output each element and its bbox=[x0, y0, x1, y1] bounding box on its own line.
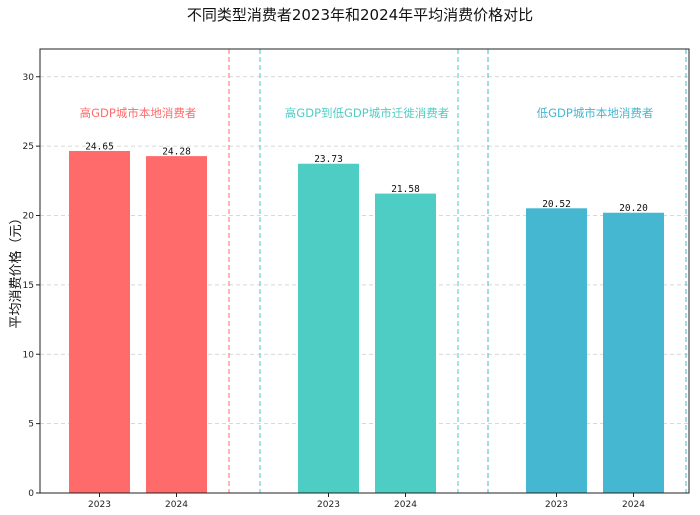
y-tick-label: 20 bbox=[23, 212, 35, 222]
x-tick-label: 2024 bbox=[622, 500, 645, 510]
bar-1-2023 bbox=[69, 150, 130, 493]
bar-value-label: 21.58 bbox=[391, 184, 420, 195]
x-tick-label: 2024 bbox=[394, 500, 417, 510]
bar-2-2023 bbox=[298, 163, 359, 493]
bar-value-label: 20.52 bbox=[542, 199, 571, 210]
y-axis-label: 平均消费价格（元） bbox=[8, 211, 24, 328]
bar-value-label: 23.73 bbox=[314, 154, 343, 165]
chart-title: 不同类型消费者2023年和2024年平均消费价格对比 bbox=[187, 6, 533, 24]
bar-1-2024 bbox=[146, 156, 207, 494]
group-separators bbox=[228, 49, 687, 493]
bar-value-label: 24.28 bbox=[162, 147, 191, 158]
group-label-1: 高GDP城市本地消费者 bbox=[80, 106, 197, 120]
ticks: 0 5 10 15 20 25 30 2023 2024 2023 2024 2023 2024 bbox=[23, 73, 646, 510]
grid bbox=[40, 76, 689, 425]
x-tick-label: 2023 bbox=[88, 500, 111, 510]
y-tick-label: 5 bbox=[28, 420, 34, 430]
bar-3-2024 bbox=[603, 212, 664, 493]
y-tick-label: 15 bbox=[23, 281, 34, 291]
plot-frame bbox=[39, 48, 690, 494]
bar-value-label: 24.65 bbox=[85, 141, 114, 152]
y-tick-label: 0 bbox=[28, 489, 34, 499]
group-label-3: 低GDP城市本地消费者 bbox=[537, 106, 654, 120]
bar-3-2023 bbox=[526, 208, 587, 493]
bar-value-label: 20.20 bbox=[619, 203, 648, 214]
x-tick-label: 2023 bbox=[317, 500, 340, 510]
group-label-2: 高GDP到低GDP城市迁徙消费者 bbox=[285, 106, 449, 120]
bars bbox=[69, 150, 664, 494]
data-labels: 24.65 24.28 23.73 21.58 20.52 20.20 bbox=[85, 141, 648, 214]
y-tick-label: 25 bbox=[23, 142, 34, 152]
y-tick-label: 30 bbox=[23, 73, 35, 83]
bar-2-2024 bbox=[375, 193, 436, 493]
y-tick-label: 10 bbox=[23, 350, 35, 360]
x-tick-label: 2024 bbox=[165, 500, 188, 510]
x-tick-label: 2023 bbox=[545, 500, 568, 510]
group-labels: 高GDP城市本地消费者 高GDP到低GDP城市迁徙消费者 低GDP城市本地消费者 bbox=[80, 106, 654, 120]
